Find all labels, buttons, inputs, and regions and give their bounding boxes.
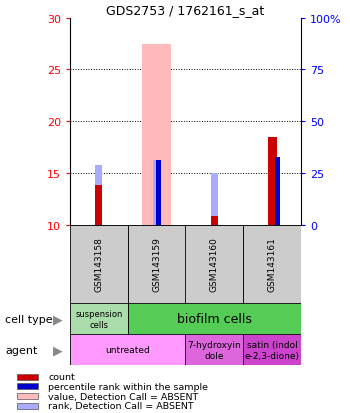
Bar [211,217,218,225]
Bar [70,335,186,366]
Bar [186,225,243,304]
Bar [142,44,171,225]
Text: cell type: cell type [5,314,53,324]
Text: biofilm cells: biofilm cells [177,313,252,325]
Bar [128,225,186,304]
Text: GSM143159: GSM143159 [152,237,161,292]
Text: count: count [48,373,75,382]
Bar [275,158,280,225]
Bar [96,186,102,225]
Text: satin (indol
e-2,3-dione): satin (indol e-2,3-dione) [245,340,300,360]
Text: GSM143160: GSM143160 [210,237,219,292]
Bar [211,173,218,225]
Bar [268,137,276,225]
Text: rank, Detection Call = ABSENT: rank, Detection Call = ABSENT [48,401,194,411]
Bar [17,374,38,380]
Bar [128,304,301,335]
Text: value, Detection Call = ABSENT: value, Detection Call = ABSENT [48,392,198,401]
Bar [17,403,38,409]
Bar [70,304,128,335]
Text: ▶: ▶ [54,344,63,356]
Bar [70,225,128,304]
Bar [17,393,38,399]
Bar [243,335,301,366]
Text: percentile rank within the sample: percentile rank within the sample [48,382,208,391]
Bar [96,165,102,225]
Text: 7-hydroxyin
dole: 7-hydroxyin dole [188,340,241,360]
Title: GDS2753 / 1762161_s_at: GDS2753 / 1762161_s_at [106,5,265,17]
Bar [156,161,161,225]
Text: GSM143161: GSM143161 [268,237,276,292]
Bar [153,161,160,225]
Text: ▶: ▶ [54,313,63,325]
Text: agent: agent [5,345,38,355]
Bar [186,335,243,366]
Bar [243,225,301,304]
Text: suspension
cells: suspension cells [75,309,122,329]
Text: GSM143158: GSM143158 [94,237,103,292]
Text: untreated: untreated [105,346,150,354]
Bar [17,383,38,389]
